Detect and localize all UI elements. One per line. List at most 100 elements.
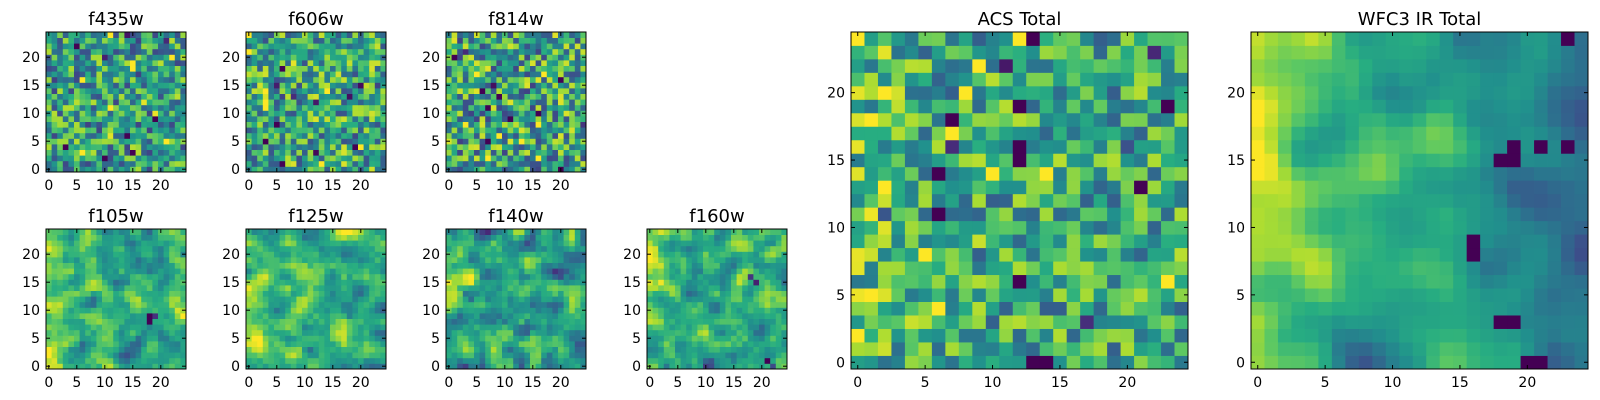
heatmap-cell [864,220,879,235]
heatmap-cell [130,144,136,150]
heatmap-cell [530,110,536,117]
heatmap-cell [485,268,492,275]
heatmap-cell [318,268,325,275]
heatmap-cell [502,257,508,263]
heatmap-cell [146,285,153,291]
heatmap-cell [680,234,687,241]
heatmap-cell [279,76,286,83]
heatmap-cell [113,43,120,50]
heatmap-cell [285,262,292,269]
heatmap-cell [174,229,181,235]
heatmap-cell [296,335,303,342]
heatmap-cell [485,240,492,247]
heatmap-cell [569,54,576,61]
heatmap-cell [507,99,514,106]
heatmap-cell [274,273,280,280]
heatmap-cell [257,32,264,38]
heatmap-cell [341,245,348,252]
heatmap-cell [864,328,879,343]
heatmap-cell [146,110,153,117]
heatmap-cell [541,166,548,173]
heatmap-cell [152,32,159,38]
heatmap-cell [358,138,364,145]
heatmap-cell [451,54,458,61]
heatmap-cell [380,296,387,303]
heatmap-cell [85,132,92,139]
heatmap-cell [775,363,782,370]
y-tick-label: 0 [231,162,240,178]
heatmap-cell [302,71,308,78]
heatmap-cell [141,363,148,370]
heatmap-cell [1134,261,1148,276]
heatmap-cell [742,341,749,347]
heatmap-cell [246,290,252,297]
heatmap-cell [524,268,531,275]
heatmap-cell [468,363,475,370]
heatmap-cell [290,132,297,139]
heatmap-cell [124,88,131,94]
heatmap-cell [141,346,148,353]
heatmap-cell [335,166,342,173]
heatmap-cell [669,285,676,291]
heatmap-cell [68,127,75,134]
heatmap-cell [569,268,576,275]
heatmap-cell [358,144,364,150]
heatmap-cell [524,132,531,139]
heatmap-cell [513,155,520,162]
heatmap-cell [251,110,258,117]
heatmap-cell [1174,220,1189,235]
heatmap-cell [246,99,252,106]
x-tick-label: 10 [296,178,314,194]
heatmap-cell [107,357,114,364]
heatmap-cell [124,99,131,106]
heatmap-cell [479,60,486,66]
heatmap-cell [374,121,381,128]
heatmap-cell [507,262,514,269]
heatmap-cell [290,127,297,134]
heatmap-cell [474,149,480,156]
heatmap-cell [358,99,364,106]
heatmap-cell [468,110,475,117]
heatmap-cell [546,352,553,359]
y-tick-label: 10 [222,106,240,122]
heatmap-cell [864,193,879,208]
heatmap-cell [257,290,264,297]
heatmap-cell [146,132,153,139]
heatmap-cell [51,43,58,50]
heatmap-cell [135,144,142,150]
heatmap-cell [1161,166,1175,181]
heatmap-cell [290,144,297,150]
heatmap-cell [85,279,92,286]
heatmap-cell [507,301,514,308]
heatmap-cell [530,279,536,286]
heatmap-cell [79,138,86,145]
heatmap-cell [490,160,497,167]
heatmap-cell [446,240,452,247]
heatmap-cell [1012,261,1027,276]
heatmap-cell [302,324,308,331]
heatmap-cell [580,88,587,94]
heatmap-cell [296,104,303,111]
heatmap-cell [335,88,342,94]
heatmap-cell [124,268,131,275]
heatmap-cell [141,324,148,331]
heatmap-cell [985,193,1000,208]
heatmap-cell [74,104,80,111]
heatmap-cell [268,104,275,111]
heatmap-cell [697,268,704,275]
heatmap-cell [918,247,933,262]
heatmap-cell [374,251,381,258]
heatmap-cell [124,307,131,314]
heatmap-cell [541,257,548,263]
heatmap-cell [180,132,187,139]
heatmap-cell [268,341,275,347]
heatmap-cell [169,301,176,308]
heatmap-cell [79,144,86,150]
heatmap-cell [324,229,331,235]
heatmap-cell [541,262,548,269]
heatmap-cell [141,132,148,139]
heatmap-cell [753,273,760,280]
heatmap-cell [163,99,170,106]
heatmap-cell [352,290,359,297]
heatmap-cell [541,32,548,38]
